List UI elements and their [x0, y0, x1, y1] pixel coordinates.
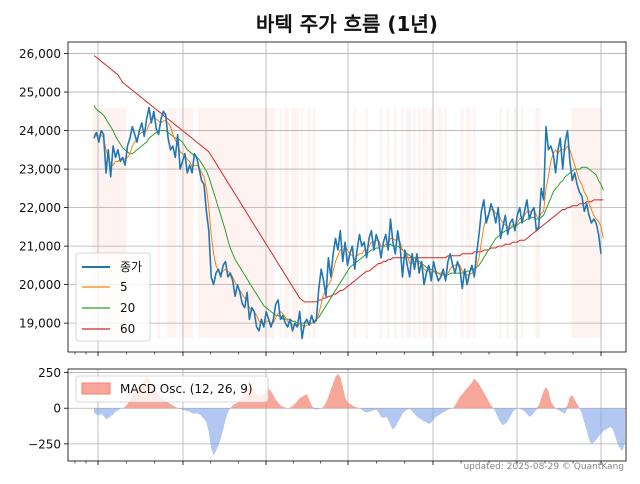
macd-negative-area	[94, 408, 625, 456]
macd-ytick-label: −250	[28, 437, 61, 451]
price-legend: 종가 5 20 60	[75, 252, 151, 342]
bearish-shade	[444, 108, 447, 338]
bearish-shade	[422, 108, 428, 338]
price-legend-box	[75, 252, 151, 342]
bearish-shade	[430, 108, 433, 338]
bearish-shade	[178, 108, 194, 338]
bearish-shade	[499, 108, 502, 338]
chart-title: 바텍 주가 흐름 (1년)	[256, 12, 438, 36]
price-axes-frame	[67, 41, 627, 353]
macd-legend: MACD Osc. (12, 26, 9)	[75, 375, 269, 403]
macd-axes-frame	[67, 368, 627, 462]
legend-label-close: 종가	[120, 260, 142, 274]
bearish-shade	[291, 108, 299, 338]
bearish-shade	[279, 108, 282, 338]
bearish-shade	[401, 108, 404, 338]
price-layer	[93, 55, 604, 340]
price-ytick-label: 21,000	[19, 240, 61, 254]
legend-label-macd: MACD Osc. (12, 26, 9)	[120, 382, 253, 396]
legend-label-ma60: 60	[120, 322, 135, 336]
series-line-close	[93, 106, 602, 340]
price-ytick-label: 23,000	[19, 163, 61, 177]
macd-ytick-label: 0	[53, 402, 61, 416]
bearish-shade	[413, 108, 416, 338]
price-ytick-label: 25,000	[19, 86, 61, 100]
grid-layer	[68, 42, 626, 461]
price-ytick-label: 20,000	[19, 278, 61, 292]
bearish-shade	[437, 108, 442, 338]
bearish-shade	[308, 108, 311, 338]
price-ytick-label: 19,000	[19, 317, 61, 331]
bearish-shade	[461, 108, 464, 338]
series-line-ma20	[93, 105, 604, 324]
price-ytick-label: 22,000	[19, 201, 61, 215]
shade-layer	[92, 108, 603, 338]
bearish-shade	[166, 108, 177, 338]
footer-note: updated: 2025-08-29 © QuantKang	[463, 462, 624, 472]
bearish-shade	[571, 108, 603, 338]
bearish-shade	[465, 108, 471, 338]
bearish-shade	[365, 108, 368, 338]
series-line-ma60	[93, 55, 604, 303]
bearish-shade	[284, 108, 289, 338]
price-ytick-label: 26,000	[19, 47, 61, 61]
macd-legend-box	[75, 375, 269, 403]
bearish-shade	[312, 108, 316, 338]
bearish-shade	[379, 108, 383, 338]
legend-swatch-macd	[81, 382, 111, 395]
bearish-shade	[157, 108, 160, 338]
price-ytick-label: 24,000	[19, 124, 61, 138]
bearish-shade	[353, 108, 356, 338]
axis-layer: 19,000 20,000 21,000 22,000 23,000 24,000 25,0…	[19, 47, 602, 465]
macd-ytick-label: 250	[38, 366, 61, 380]
legend-label-ma5: 5	[120, 280, 128, 294]
bearish-shade	[506, 108, 509, 338]
bearish-shade	[418, 108, 421, 338]
bearish-shade	[198, 108, 275, 338]
bearish-shade	[473, 108, 476, 338]
bearish-shade	[535, 108, 541, 338]
bearish-shade	[386, 108, 390, 338]
bearish-shade	[406, 108, 411, 338]
bearish-shade	[513, 108, 517, 338]
bearish-shade	[394, 108, 397, 338]
bearish-shade	[300, 108, 304, 338]
legend-label-ma20: 20	[120, 301, 135, 315]
